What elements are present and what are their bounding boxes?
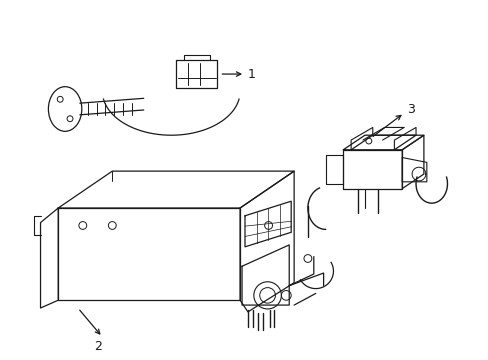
Text: 1: 1: [247, 68, 255, 81]
Text: 2: 2: [94, 340, 102, 353]
Text: 3: 3: [407, 103, 414, 116]
